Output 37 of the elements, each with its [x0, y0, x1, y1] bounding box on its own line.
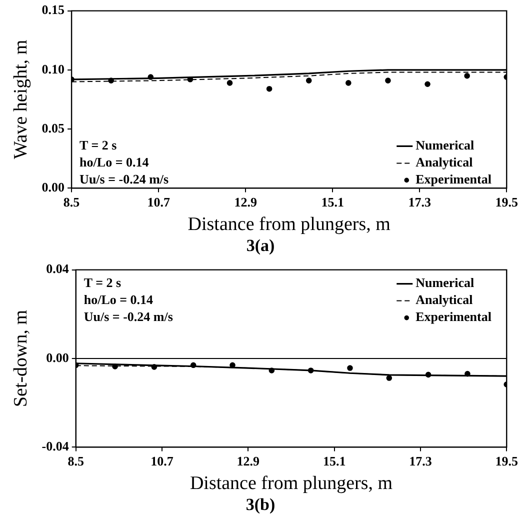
legend-label: Analytical	[416, 292, 474, 308]
x-tick-label: 10.7	[147, 194, 170, 210]
x-axis-title: Distance from plungers, m	[188, 214, 391, 236]
legend-label: Experimental	[416, 309, 492, 324]
legend-label: Analytical	[416, 154, 474, 170]
text: 3(a)	[246, 236, 275, 256]
y-axis-title: Wave height, m	[10, 40, 32, 160]
annotation: ho/Lo = 0.14	[84, 292, 154, 308]
y-tick-label: 0.10	[42, 61, 65, 76]
annotation: T = 2 s	[84, 275, 122, 290]
x-tick-label: 17.3	[409, 453, 432, 468]
legend-label: Experimental	[416, 172, 492, 187]
annotation: Uu/s = -0.24 m/s	[80, 172, 169, 187]
x-tick-label: 15.1	[322, 453, 346, 468]
x-tick-label: 10.7	[150, 453, 174, 468]
x-tick-label: 15.1	[321, 194, 344, 210]
legend-label: Numerical	[416, 275, 474, 290]
y-axis-title: Set-down, m	[10, 310, 32, 408]
annotation: T = 2 s	[80, 138, 117, 153]
annotation: ho/Lo = 0.14	[80, 154, 150, 170]
x-axis-title: Distance from plungers, m	[190, 473, 393, 494]
text: 3(b)	[246, 495, 276, 514]
x-tick-label: 12.9	[234, 194, 258, 210]
y-tick-label: 0.00	[42, 180, 65, 195]
x-tick-label: 19.5	[495, 194, 518, 210]
x-tick-label: 12.9	[236, 453, 260, 468]
x-tick-label: 17.3	[408, 194, 432, 210]
y-tick-label: 0.00	[46, 350, 69, 365]
annotation: Uu/s = -0.24 m/s	[84, 309, 173, 324]
x-tick-label: 8.5	[68, 453, 85, 468]
x-tick-label: 8.5	[63, 194, 80, 210]
x-tick-label: 19.5	[495, 453, 518, 468]
legend-label: Numerical	[416, 138, 474, 153]
y-tick-label: -0.04	[42, 438, 70, 454]
y-tick-label: 0.05	[42, 120, 66, 136]
y-tick-label: 0.04	[46, 261, 70, 276]
y-tick-label: 0.15	[42, 2, 66, 18]
